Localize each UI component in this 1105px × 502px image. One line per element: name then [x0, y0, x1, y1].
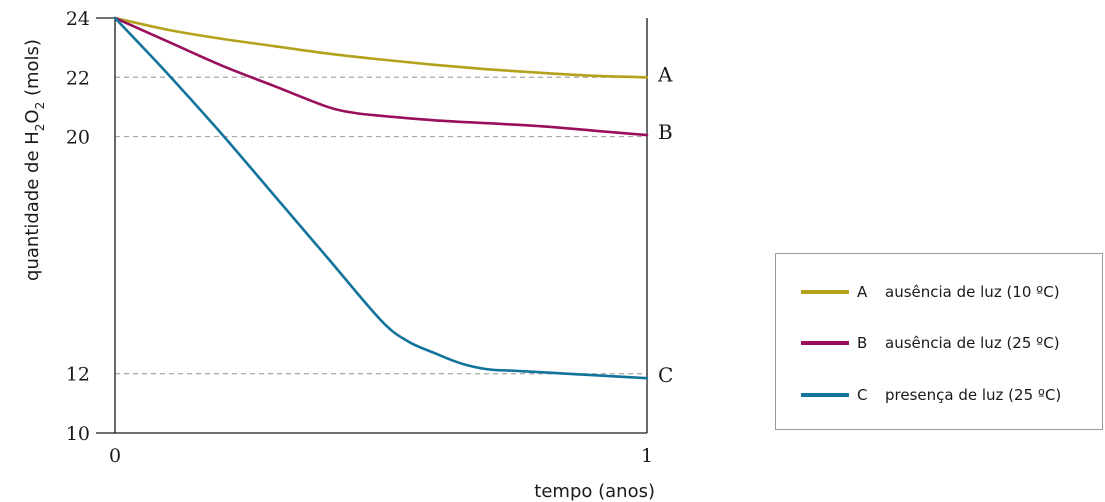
y-title-sub1: 2 [33, 124, 47, 132]
y-tick-labels: 10 12 20 22 24 [66, 8, 90, 445]
legend-swatch-b [801, 341, 849, 345]
reference-lines [115, 76, 647, 375]
y-tick-label-24: 24 [66, 8, 90, 30]
series-line-c [113, 16, 649, 380]
y-title-mid: O [22, 109, 43, 123]
y-title-sub2: 2 [33, 102, 47, 110]
x-tick-label-1: 1 [641, 445, 653, 467]
series-line-a [113, 16, 649, 79]
y-title-suffix: (mols) [22, 39, 43, 102]
legend-label-b: ausência de luz (25 ºC) [885, 334, 1060, 352]
legend: A ausência de luz (10 ºC) B ausência de … [775, 253, 1103, 430]
legend-label-a: ausência de luz (10 ºC) [885, 283, 1060, 301]
x-tick-label-0: 0 [109, 445, 121, 467]
legend-item-b: B ausência de luz (25 ºC) [801, 331, 1060, 355]
y-tick-label-20: 20 [66, 127, 90, 149]
legend-item-a: A ausência de luz (10 ºC) [801, 280, 1060, 304]
y-tick-label-12: 12 [66, 364, 90, 386]
legend-key-a: A [857, 283, 868, 301]
series-end-label-c: C [658, 363, 673, 387]
y-tick-label-22: 22 [66, 67, 90, 89]
series-line-b [113, 16, 649, 137]
series-end-label-b: B [658, 120, 673, 144]
y-axis-title: quantidade de H2O2 (mols) [22, 39, 47, 281]
legend-swatch-a [801, 290, 849, 294]
legend-swatch-c [801, 393, 849, 397]
series-end-label-a: A [657, 62, 673, 86]
x-tick-labels: 0 1 [109, 445, 653, 467]
axes [96, 17, 648, 434]
y-title-prefix: quantidade de H [22, 131, 43, 281]
y-tick-label-10: 10 [66, 423, 90, 445]
series-end-labels: A B C [657, 62, 673, 387]
x-axis-title: tempo (anos) [534, 481, 655, 502]
legend-key-b: B [857, 334, 868, 352]
legend-item-c: C presença de luz (25 ºC) [801, 383, 1061, 407]
legend-label-c: presença de luz (25 ºC) [885, 386, 1062, 404]
legend-key-c: C [857, 386, 868, 404]
series-lines [113, 16, 649, 380]
